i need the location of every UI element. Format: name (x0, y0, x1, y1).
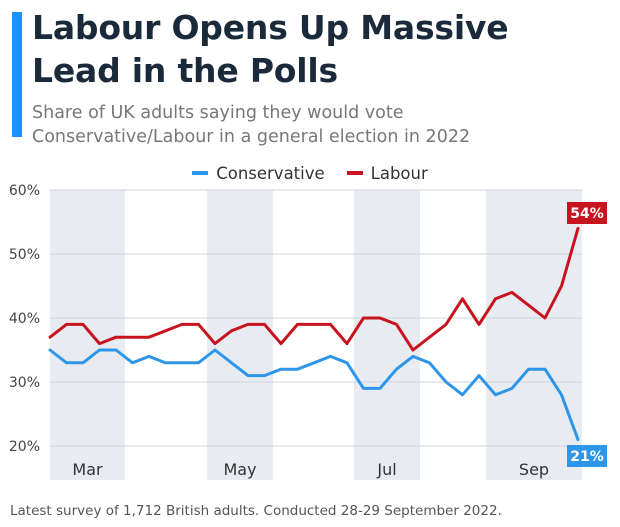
chart-legend: Conservative Labour (0, 161, 620, 185)
title-accent-bar (12, 12, 22, 137)
month-band (354, 190, 420, 480)
subtitle-line-2: Conservative/Labour in a general electio… (32, 127, 471, 147)
month-band (50, 190, 125, 480)
y-tick-label: 50% (9, 247, 40, 263)
legend-item-labour: Labour (346, 161, 428, 185)
end-label-conservative: 21% (570, 449, 604, 465)
y-tick-label: 60% (9, 183, 40, 199)
x-tick-label: Sep (519, 460, 549, 479)
end-label-box (567, 202, 607, 224)
chart-subtitle: Share of UK adults saying they would vot… (32, 101, 612, 149)
end-label-box (567, 445, 607, 467)
legend-swatch-labour (346, 171, 363, 175)
chart-title: Labour Opens Up Massive Lead in the Poll… (32, 6, 612, 92)
month-band (207, 190, 273, 480)
x-tick-label: Jul (376, 460, 396, 479)
y-tick-label: 30% (9, 375, 40, 391)
legend-item-conservative: Conservative (192, 161, 325, 185)
x-tick-label: Mar (72, 460, 103, 479)
legend-swatch-conservative (192, 171, 209, 175)
x-tick-label: May (223, 460, 256, 479)
footnote: Latest survey of 1,712 British adults. C… (10, 503, 502, 519)
y-tick-label: 20% (9, 439, 40, 455)
month-band (486, 190, 582, 480)
legend-label-conservative: Conservative (216, 163, 325, 183)
title-line-2: Lead in the Polls (32, 51, 338, 90)
end-label-labour: 54% (570, 206, 604, 222)
subtitle-line-1: Share of UK adults saying they would vot… (32, 103, 404, 123)
title-line-1: Labour Opens Up Massive (32, 8, 509, 47)
y-tick-label: 40% (9, 311, 40, 327)
legend-label-labour: Labour (370, 163, 428, 183)
